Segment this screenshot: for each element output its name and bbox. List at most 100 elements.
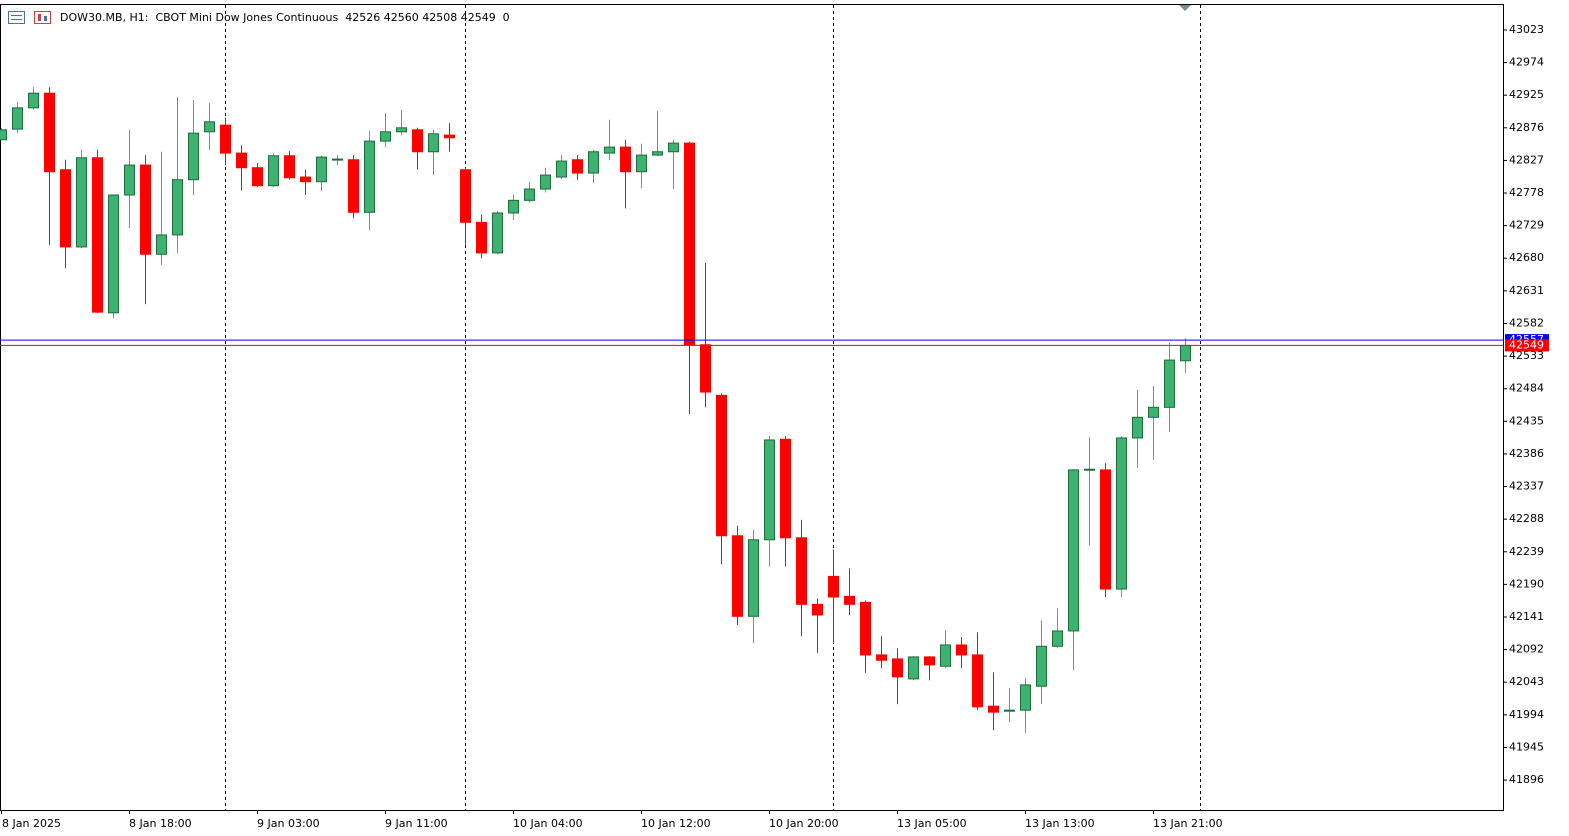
candle-body — [28, 92, 39, 109]
candle-body — [236, 152, 247, 169]
candle-body — [636, 154, 647, 173]
x-tick-label: 10 Jan 04:00 — [513, 817, 583, 830]
candle-body — [476, 221, 487, 254]
candle-body — [972, 654, 983, 708]
y-tick-label: 42582 — [1509, 316, 1544, 329]
x-tick-label: 13 Jan 21:00 — [1153, 817, 1223, 830]
candle-body — [572, 159, 583, 174]
candle-body — [764, 439, 775, 541]
candle-body — [268, 155, 279, 187]
candle-body — [76, 157, 87, 248]
candle-body — [604, 146, 615, 154]
candle-body — [1100, 469, 1111, 590]
candle-body — [204, 121, 215, 133]
y-tick-label: 42729 — [1509, 219, 1544, 232]
candle-body — [732, 535, 743, 617]
candle-body — [812, 603, 823, 616]
candle-body — [924, 656, 935, 666]
y-tick-label: 42631 — [1509, 284, 1544, 297]
candle-body — [124, 164, 135, 196]
candle-body — [796, 537, 807, 605]
candle-body — [0, 129, 7, 141]
candle-body — [156, 234, 167, 255]
candle-body — [364, 140, 375, 213]
chart-icon[interactable] — [34, 11, 51, 24]
candle-body — [524, 188, 535, 201]
candle-body — [860, 601, 871, 656]
y-tick-label: 41896 — [1509, 773, 1544, 786]
menu-icon[interactable] — [8, 11, 25, 24]
plot-area — [0, 4, 1504, 811]
candle-body — [412, 129, 423, 153]
candle-body — [1084, 468, 1095, 471]
y-tick-label: 42484 — [1509, 382, 1544, 395]
candle-body — [12, 107, 23, 130]
candle-body — [188, 132, 199, 181]
candle-body — [172, 179, 183, 236]
candle-body — [300, 176, 311, 183]
y-tick-label: 42043 — [1509, 675, 1544, 688]
chart-title: DOW30.MB, H1: CBOT Mini Dow Jones Contin… — [60, 11, 510, 24]
x-tick-label: 9 Jan 11:00 — [385, 817, 448, 830]
y-tick-label: 42925 — [1509, 88, 1544, 101]
candle-body — [716, 394, 727, 537]
candle-body — [652, 151, 663, 156]
candle-body — [396, 127, 407, 133]
candle-body — [60, 169, 71, 248]
candle-body — [588, 151, 599, 174]
candle-body — [44, 92, 55, 173]
candle-body — [316, 156, 327, 183]
candle-body — [780, 438, 791, 539]
candle-body — [1068, 469, 1079, 632]
candle-body — [428, 133, 439, 153]
candle-body — [1148, 406, 1159, 418]
candle-body — [892, 658, 903, 678]
candle-body — [1180, 344, 1191, 362]
y-tick-label: 42239 — [1509, 545, 1544, 558]
y-tick-label: 42386 — [1509, 447, 1544, 460]
y-tick-label: 42141 — [1509, 610, 1544, 623]
candle-body — [140, 164, 151, 255]
candle-body — [108, 194, 119, 314]
x-tick-label: 8 Jan 2025 — [2, 817, 61, 830]
y-tick-label: 42876 — [1509, 121, 1544, 134]
y-tick-label: 42190 — [1509, 577, 1544, 590]
y-tick-label: 43023 — [1509, 23, 1544, 36]
candle-body — [460, 169, 471, 223]
candle-body — [684, 142, 695, 346]
candle-body — [220, 124, 231, 154]
candle-body — [988, 705, 999, 713]
candle-body — [284, 155, 295, 179]
y-tick-label: 41994 — [1509, 708, 1544, 721]
shift-marker — [1179, 5, 1191, 11]
candle-body — [1020, 684, 1031, 711]
x-tick-label: 8 Jan 18:00 — [129, 817, 192, 830]
candle-body — [844, 595, 855, 605]
candle-body — [348, 159, 359, 213]
x-tick-label: 13 Jan 05:00 — [897, 817, 967, 830]
candle-body — [940, 644, 951, 667]
candle-body — [1132, 416, 1143, 439]
candle-body — [956, 644, 967, 656]
price-label-box — [1505, 339, 1549, 352]
candle-body — [1164, 359, 1175, 408]
candle-body — [540, 174, 551, 190]
y-tick-label: 42092 — [1509, 643, 1544, 656]
y-tick-label: 42778 — [1509, 186, 1544, 199]
x-tick-label: 10 Jan 20:00 — [769, 817, 839, 830]
icon-bar — [38, 14, 41, 21]
icon-bar — [44, 16, 47, 21]
x-tick-label: 13 Jan 13:00 — [1025, 817, 1095, 830]
y-tick-label: 42435 — [1509, 414, 1544, 427]
candle-body — [444, 134, 455, 139]
y-tick-label: 42974 — [1509, 56, 1544, 69]
y-tick-label: 41945 — [1509, 740, 1544, 753]
candle-body — [556, 160, 567, 178]
candle-body — [492, 212, 503, 254]
y-tick-label: 42827 — [1509, 153, 1544, 166]
x-tick-label: 9 Jan 03:00 — [257, 817, 320, 830]
candle-body — [1004, 709, 1015, 712]
candle-body — [700, 344, 711, 393]
